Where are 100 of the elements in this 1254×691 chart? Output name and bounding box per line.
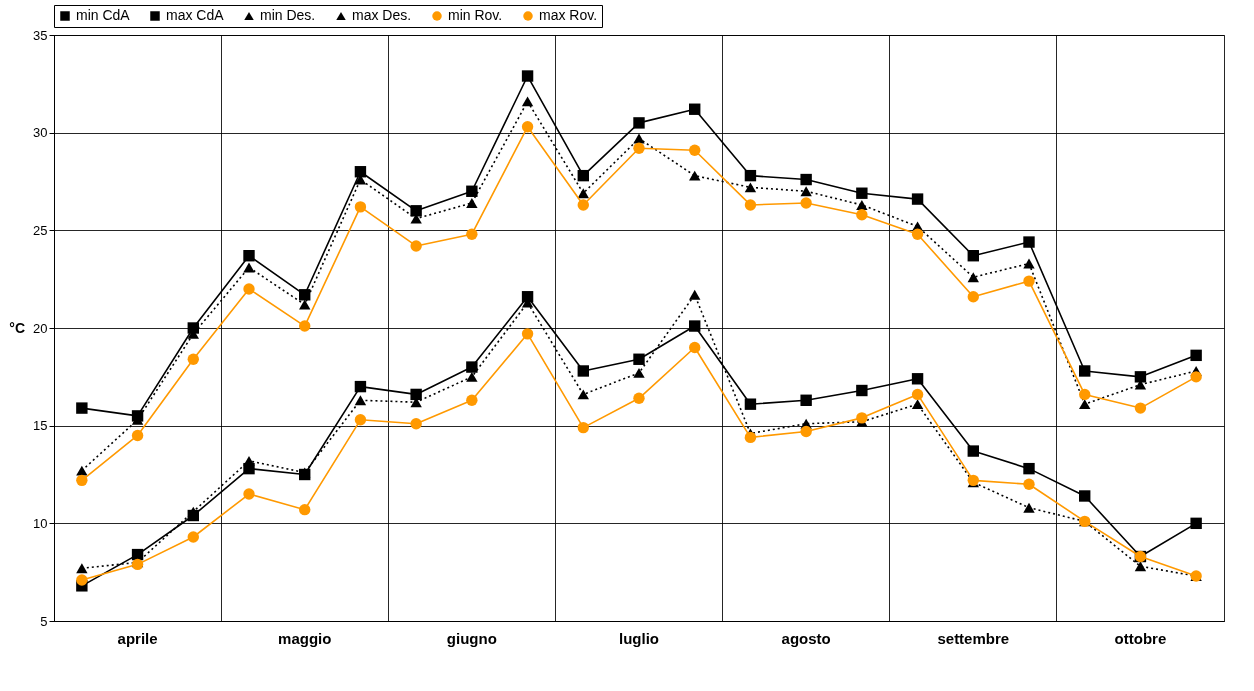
point	[1134, 371, 1147, 383]
point	[1079, 365, 1091, 377]
y-tick-label: 35	[33, 27, 48, 43]
point	[967, 291, 979, 303]
y-axis-title: °C	[9, 319, 26, 336]
point	[689, 103, 701, 115]
point	[800, 186, 812, 197]
legend-label: min Rov.	[448, 7, 503, 23]
point	[1079, 399, 1091, 410]
point	[521, 70, 534, 82]
point	[744, 398, 757, 410]
point	[466, 361, 478, 373]
point	[1134, 402, 1147, 414]
point	[187, 531, 199, 543]
y-tick-label: 10	[33, 515, 48, 531]
point	[911, 228, 924, 240]
point	[577, 199, 589, 211]
point	[243, 488, 255, 500]
point	[744, 182, 757, 193]
point	[1190, 349, 1202, 362]
point	[633, 142, 645, 154]
point	[856, 384, 868, 397]
point	[577, 169, 589, 182]
point	[243, 455, 255, 466]
point	[76, 563, 88, 574]
point	[633, 133, 645, 144]
point	[354, 166, 367, 178]
point	[243, 262, 255, 273]
point	[299, 299, 311, 310]
point	[466, 371, 478, 382]
point	[689, 341, 701, 354]
point	[577, 389, 589, 400]
point	[299, 503, 311, 516]
point	[243, 250, 255, 262]
x-tick-label: maggio	[278, 629, 332, 647]
x-tick-label: giugno	[446, 629, 497, 647]
point	[187, 353, 199, 365]
point	[856, 200, 868, 210]
point	[800, 425, 812, 438]
point	[633, 367, 645, 378]
point	[1023, 478, 1035, 490]
point	[967, 272, 979, 283]
point	[521, 96, 534, 107]
y-tick-label: 25	[33, 222, 48, 238]
x-tick-label: agosto	[781, 629, 831, 647]
point	[689, 320, 701, 332]
x-tick-label: luglio	[619, 629, 659, 647]
point	[689, 144, 701, 156]
point	[1079, 388, 1091, 401]
x-tick-label: settembre	[937, 629, 1010, 647]
point	[410, 388, 422, 401]
point	[800, 173, 812, 186]
point	[911, 388, 924, 401]
point	[1023, 236, 1035, 248]
point	[800, 394, 812, 406]
point	[911, 193, 924, 205]
point	[410, 418, 422, 430]
point	[1190, 517, 1202, 530]
point	[744, 169, 757, 182]
point	[466, 185, 478, 197]
legend-label: max CdA	[166, 7, 225, 23]
legend-label: min Des.	[260, 7, 316, 23]
point	[466, 228, 478, 240]
legend-label: max Des.	[352, 7, 412, 23]
legend-label: min CdA	[76, 7, 131, 23]
point	[1190, 371, 1202, 383]
point	[967, 250, 979, 262]
y-tick-label: 30	[33, 125, 48, 141]
point	[466, 198, 478, 208]
point	[911, 373, 924, 385]
point	[1023, 275, 1035, 287]
point	[76, 402, 88, 414]
point	[633, 392, 645, 405]
point	[410, 205, 422, 217]
y-tick-label: 5	[40, 613, 48, 629]
point	[1079, 490, 1091, 502]
point	[577, 365, 589, 377]
point	[354, 201, 367, 213]
point	[1134, 561, 1147, 572]
y-tick-label: 15	[33, 418, 48, 434]
point	[633, 353, 645, 365]
point	[911, 399, 924, 410]
legend-label: max Rov.	[539, 7, 598, 23]
point	[1023, 502, 1035, 513]
point	[800, 197, 812, 209]
point	[1023, 258, 1035, 269]
point	[856, 209, 868, 221]
point	[466, 394, 478, 406]
y-tick-label: 20	[33, 320, 48, 336]
point	[410, 240, 422, 252]
point	[76, 474, 88, 487]
x-tick-label: ottobre	[1114, 629, 1167, 647]
point	[76, 574, 88, 586]
point	[577, 188, 589, 199]
point	[633, 117, 645, 129]
point	[689, 289, 701, 300]
point	[856, 412, 868, 424]
point	[354, 380, 367, 393]
point	[521, 121, 534, 133]
point	[299, 289, 311, 301]
